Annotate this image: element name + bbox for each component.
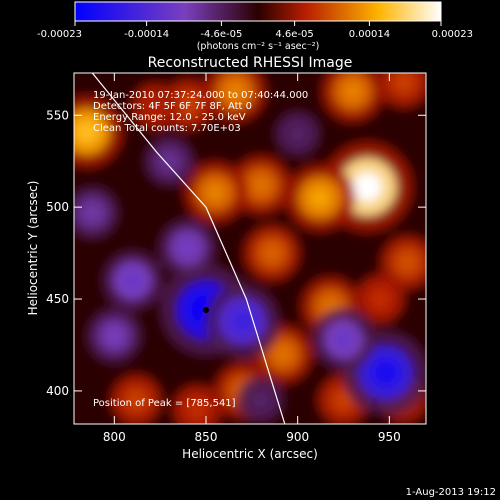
colorbar-tick-label: -0.00023 xyxy=(37,29,82,40)
info-line-detectors: Detectors: 4F 5F 6F 7F 8F, Att 0 xyxy=(93,101,252,112)
info-line-time: 19-Jan-2010 07:37:24.000 to 07:40:44.000 xyxy=(93,90,308,101)
heatmap-core xyxy=(273,344,293,365)
heatmap-core xyxy=(122,270,143,291)
heatmap-core xyxy=(83,203,102,222)
heatmap-core xyxy=(188,401,206,418)
x-tick-label: 800 xyxy=(103,430,126,444)
info-line-energy: Energy Range: 12.0 - 25.0 keV xyxy=(93,112,246,123)
heatmap-core xyxy=(333,329,354,350)
colorbar-tick-label: 0.00023 xyxy=(432,29,473,40)
y-tick-label: 550 xyxy=(46,108,69,122)
heatmap-core xyxy=(395,73,413,91)
heatmap-core xyxy=(262,243,282,263)
heatmap-core xyxy=(178,238,198,258)
heatmap-core xyxy=(372,359,400,387)
colorbar-tick-label: 4.6e-05 xyxy=(275,29,313,40)
heatmap-core xyxy=(308,186,331,210)
heatmap-core xyxy=(146,98,163,114)
plot-area xyxy=(74,73,426,424)
x-axis-label: Heliocentric X (arcsec) xyxy=(182,447,318,461)
x-tick-label: 850 xyxy=(195,430,218,444)
y-axis-label: Heliocentric Y (arcsec) xyxy=(26,181,40,316)
info-block: 19-Jan-2010 07:37:24.000 to 07:40:44.000… xyxy=(93,90,308,134)
x-axis: 800 850 900 950 xyxy=(103,73,401,444)
colorbar-tick-label: -0.00014 xyxy=(124,29,169,40)
colorbar-units-label: (photons cm⁻² s⁻¹ asec⁻²) xyxy=(197,41,320,52)
y-tick-label: 500 xyxy=(46,200,69,214)
heatmap-core xyxy=(290,126,306,142)
heatmap-core xyxy=(161,152,178,170)
x-tick-label: 950 xyxy=(378,430,401,444)
heatmap-core xyxy=(230,309,255,333)
y-axis: 400 450 500 550 xyxy=(46,108,426,398)
colorbar-tick-label: 0.00014 xyxy=(349,29,390,40)
heatmap-core xyxy=(74,119,99,144)
chart-title: Reconstructed RHESSI Image xyxy=(148,55,353,71)
heatmap-core xyxy=(178,95,197,113)
heatmap-core xyxy=(127,391,146,409)
colorbar-tick-label: -4.6e-05 xyxy=(200,29,242,40)
footer-timestamp: 1-Aug-2013 19:12 xyxy=(406,487,496,498)
peak-position-label: Position of Peak = [785,541] xyxy=(93,398,236,409)
plot-frame xyxy=(73,72,427,425)
heatmap-core xyxy=(342,81,363,102)
heatmap-core xyxy=(204,182,226,203)
solar-limb-line xyxy=(91,73,286,424)
heatmap-core xyxy=(105,326,124,345)
colorbar xyxy=(74,1,442,22)
heatmap-core xyxy=(398,253,417,272)
heatmap-features xyxy=(74,73,426,424)
y-tick-label: 450 xyxy=(46,292,69,306)
x-tick-label: 900 xyxy=(286,430,309,444)
heatmap-core xyxy=(251,175,271,195)
heatmap-core xyxy=(253,392,269,408)
heatmap-core xyxy=(352,172,383,202)
colorbar-ticks: -0.00023 -0.00014 -4.6e-05 4.6e-05 0.00014 0.… xyxy=(37,21,473,40)
position-marker xyxy=(203,307,209,314)
info-line-counts: Clean Total counts: 7.70E+03 xyxy=(93,123,241,134)
heatmap-core xyxy=(334,391,353,409)
heatmap-core xyxy=(371,290,389,308)
heatmap-core xyxy=(225,81,246,102)
y-tick-label: 400 xyxy=(46,384,69,398)
